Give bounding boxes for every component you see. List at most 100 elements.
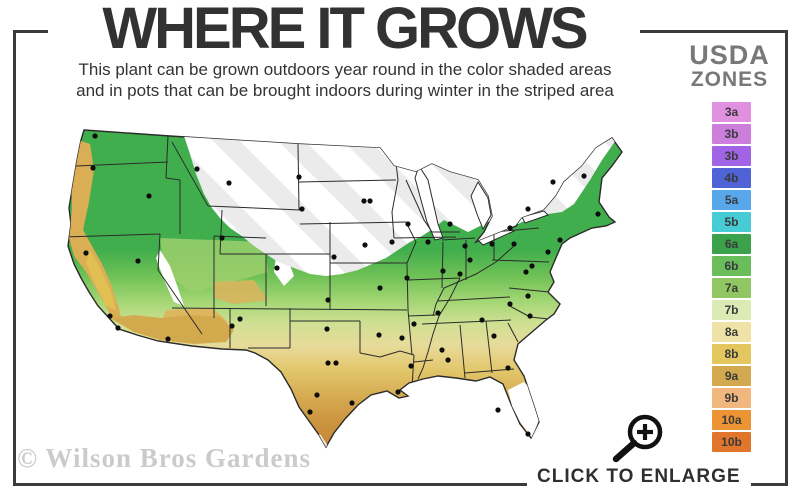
city-dot	[445, 357, 451, 363]
city-dot	[395, 389, 401, 395]
zone-swatch-5b: 5b	[712, 212, 751, 232]
zone-swatch-3a: 3a	[712, 102, 751, 122]
city-dot	[226, 180, 232, 186]
city-dot	[447, 221, 453, 227]
city-dot	[274, 265, 280, 271]
city-dot	[581, 173, 587, 179]
legend-title-zones: ZONES	[690, 68, 769, 91]
usda-zones-legend-title: USDA ZONES	[672, 42, 787, 91]
city-dot	[361, 198, 367, 204]
city-dot	[405, 221, 411, 227]
zone-list: 3a 3b 3b 4b 5a 5b 6a 6b 7a 7b 8a 8b 9a 9b 10a 10b	[712, 102, 751, 454]
city-dot	[439, 347, 445, 353]
city-dot	[507, 301, 513, 307]
zone-swatch-5a: 5a	[712, 190, 751, 210]
lake-huron	[470, 180, 492, 231]
city-dot	[525, 206, 531, 212]
city-dot	[408, 363, 414, 369]
socal-desert-region	[110, 315, 234, 344]
city-dot	[333, 360, 339, 366]
city-dot	[376, 332, 382, 338]
city-dot	[440, 268, 446, 274]
city-dot	[362, 242, 368, 248]
city-dot	[92, 133, 98, 139]
city-dot	[479, 317, 485, 323]
central-valley-gold-region	[86, 250, 116, 310]
city-dot	[237, 316, 243, 322]
city-dot	[507, 225, 513, 231]
city-dot	[523, 269, 529, 275]
city-dot	[404, 275, 410, 281]
city-dot	[90, 165, 96, 171]
city-dot	[219, 235, 225, 241]
utah-tan-region	[214, 280, 268, 304]
city-dot	[83, 250, 89, 256]
subtitle-line-1: This plant can be grown outdoors year ro…	[78, 60, 612, 79]
sierra-white-patch	[156, 250, 184, 306]
city-dot	[331, 254, 337, 260]
city-dot	[511, 241, 517, 247]
city-dot	[527, 313, 533, 319]
city-dot	[525, 293, 531, 299]
state-borders	[68, 135, 560, 389]
city-dot	[411, 321, 417, 327]
zone-swatch-7b: 7b	[712, 300, 751, 320]
legend-title-usda: USDA	[689, 40, 770, 70]
south-florida-white-region	[508, 382, 539, 438]
city-dot	[389, 239, 395, 245]
zone-swatch-3b: 3b	[712, 146, 751, 166]
zone-swatch-9a: 9a	[712, 366, 751, 386]
city-dot	[399, 335, 405, 341]
city-dot	[545, 249, 551, 255]
city-dot	[165, 336, 171, 342]
city-dot	[467, 257, 473, 263]
city-dot	[457, 271, 463, 277]
city-dot	[307, 409, 313, 415]
city-dot	[314, 392, 320, 398]
zone-swatch-10a: 10a	[712, 410, 751, 430]
city-dot	[324, 326, 330, 332]
city-dot	[135, 258, 141, 264]
city-dot	[462, 243, 468, 249]
subtitle-line-2: and in pots that can be brought indoors …	[76, 81, 614, 100]
city-dot	[505, 365, 511, 371]
subtitle: This plant can be grown outdoors year ro…	[55, 59, 635, 101]
city-dot	[367, 198, 373, 204]
city-dot	[595, 211, 601, 217]
us-map-svg	[67, 129, 623, 449]
west-coast-tan-region	[69, 140, 122, 322]
city-dot	[557, 237, 563, 243]
city-dot	[435, 310, 441, 316]
click-to-enlarge-button[interactable]: CLICK TO ENLARGE	[527, 464, 751, 492]
city-dot	[146, 193, 152, 199]
city-dot	[525, 431, 531, 437]
city-dot	[229, 323, 235, 329]
zone-swatch-8b: 8b	[712, 344, 751, 364]
great-lakes	[414, 164, 549, 246]
city-dot	[194, 166, 200, 172]
city-dot	[349, 400, 355, 406]
zone-swatch-4b: 4b	[712, 168, 751, 188]
city-dot	[107, 313, 113, 319]
city-dot	[491, 333, 497, 339]
city-dot	[425, 239, 431, 245]
zone-swatch-7a: 7a	[712, 278, 751, 298]
watermark: © Wilson Bros Gardens	[17, 443, 311, 473]
city-dot	[529, 263, 535, 269]
zone-swatch-6b: 6b	[712, 256, 751, 276]
zone-swatch-3b: 3b	[712, 124, 751, 144]
city-dot	[489, 241, 495, 247]
magnifier-zoom-icon[interactable]	[603, 408, 665, 471]
city-dot	[495, 407, 501, 413]
lake-ontario	[521, 210, 549, 224]
zone-swatch-8a: 8a	[712, 322, 751, 342]
city-dots	[83, 133, 601, 437]
city-dot	[550, 179, 556, 185]
zone-swatch-9b: 9b	[712, 388, 751, 408]
city-dot	[325, 360, 331, 366]
usda-zone-map[interactable]	[62, 120, 674, 472]
city-dot	[115, 325, 121, 331]
lake-michigan	[414, 164, 444, 241]
city-dot	[377, 285, 383, 291]
